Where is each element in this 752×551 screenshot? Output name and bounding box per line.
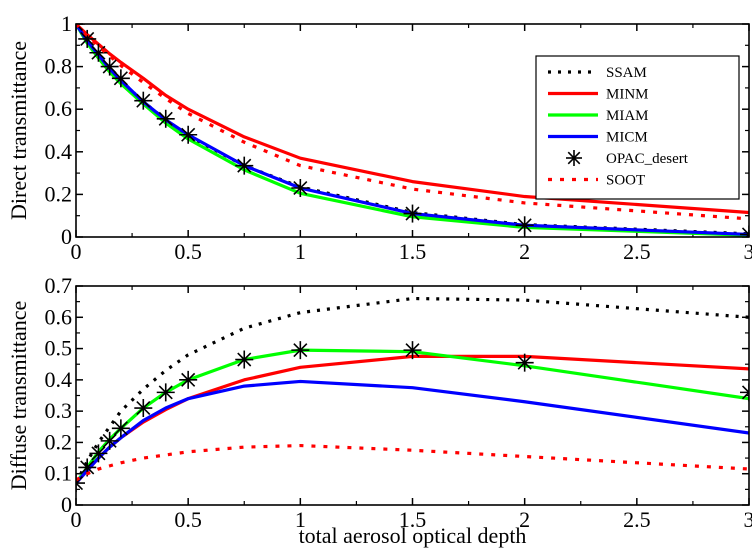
x-tick-label: 0.5 bbox=[174, 239, 202, 264]
y-axis-title: Diffuse transmittance bbox=[6, 301, 31, 491]
legend-label: SOOT bbox=[606, 173, 645, 189]
legend-label: MICM bbox=[606, 130, 648, 146]
plot-area bbox=[67, 299, 752, 493]
plot-frame bbox=[76, 286, 749, 505]
y-tick-label: 0.5 bbox=[45, 336, 73, 361]
y-tick-label: 0.6 bbox=[45, 304, 73, 329]
y-tick-label: 0 bbox=[61, 492, 72, 517]
series-line-soot bbox=[76, 446, 749, 480]
y-tick-label: 0.8 bbox=[45, 54, 73, 79]
legend-label: MIAM bbox=[606, 108, 649, 124]
x-tick-label: 0 bbox=[71, 239, 82, 264]
x-tick-label: 3 bbox=[744, 507, 752, 532]
opac-desert-marker bbox=[404, 205, 422, 223]
opac-desert-marker bbox=[89, 44, 107, 62]
y-tick-label: 0 bbox=[61, 224, 72, 249]
y-tick-label: 0.4 bbox=[45, 367, 73, 392]
opac-desert-marker bbox=[179, 371, 197, 389]
legend-label: MINM bbox=[606, 87, 649, 103]
y-tick-label: 0.6 bbox=[45, 96, 73, 121]
legend-label: OPAC_desert bbox=[606, 151, 689, 167]
y-tick-label: 0.1 bbox=[45, 461, 73, 486]
x-tick-label: 2 bbox=[519, 239, 530, 264]
x-tick-label: 0.5 bbox=[174, 507, 202, 532]
y-tick-label: 0.3 bbox=[45, 398, 73, 423]
opac-desert-marker bbox=[134, 399, 152, 417]
legend: SSAM MINM MIAM MICM OPAC_desert SOOT bbox=[536, 56, 739, 199]
opac-desert-marker bbox=[516, 354, 534, 372]
y-tick-label: 0.2 bbox=[45, 181, 73, 206]
opac-desert-marker bbox=[516, 216, 534, 234]
x-tick-label: 1.5 bbox=[399, 239, 427, 264]
opac-desert-marker bbox=[235, 351, 253, 369]
opac-desert-marker bbox=[404, 341, 422, 359]
opac-desert-marker bbox=[291, 179, 309, 197]
opac-desert-marker bbox=[78, 30, 96, 48]
legend-label: SSAM bbox=[606, 65, 647, 81]
series-line-micm bbox=[76, 381, 749, 483]
panel-2: 0 0.5 1 1.5 2 2.5 3 0 0.1 0.2 0.3 0.4 0.5 0.6 0.7 Diffu… bbox=[6, 273, 752, 548]
y-axis-title: Direct transmittance bbox=[6, 41, 31, 220]
opac-desert-marker bbox=[112, 69, 130, 87]
opac-desert-marker bbox=[134, 92, 152, 110]
opac-desert-marker bbox=[101, 432, 119, 450]
series-line-ssam bbox=[76, 299, 749, 484]
x-tick-label: 2.5 bbox=[623, 239, 651, 264]
y-tick-label: 0.4 bbox=[45, 139, 73, 164]
x-tick-label: 1 bbox=[295, 239, 306, 264]
opac-desert-marker bbox=[157, 383, 175, 401]
opac-desert-marker bbox=[291, 341, 309, 359]
x-axis-title: total aerosol optical depth bbox=[299, 523, 527, 548]
x-tick-label: 3 bbox=[744, 239, 752, 264]
opac-desert-marker bbox=[179, 126, 197, 144]
opac-desert-marker bbox=[89, 444, 107, 462]
y-tick-label: 0.2 bbox=[45, 429, 73, 454]
legend-marker bbox=[566, 150, 582, 166]
opac-desert-marker bbox=[157, 110, 175, 128]
x-tick-label: 0 bbox=[71, 507, 82, 532]
y-tick-label: 0.7 bbox=[45, 273, 73, 298]
x-tick-label: 2.5 bbox=[623, 507, 651, 532]
opac-desert-marker bbox=[235, 157, 253, 175]
y-tick-label: 1 bbox=[61, 11, 72, 36]
opac-desert-marker bbox=[112, 419, 130, 437]
